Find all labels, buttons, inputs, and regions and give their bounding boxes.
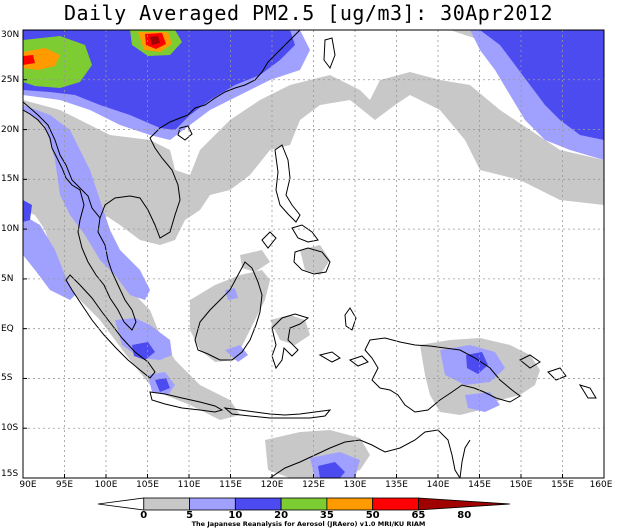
latitude-label: 5N [1, 273, 14, 284]
longitude-label: 135E [385, 480, 408, 490]
colorbar-tick-label: 20 [274, 510, 289, 521]
colorbar-segment [326, 497, 374, 511]
colorbar-tick-label: 35 [319, 510, 334, 521]
latitude-label: EQ [1, 323, 14, 334]
latitude-label: 15N [1, 174, 20, 185]
colorbar-segment [234, 497, 282, 511]
longitude-label: 100E [94, 480, 118, 490]
longitude-label: 110E [177, 480, 201, 490]
coastline [318, 351, 341, 363]
pm25-contour-5-10 [240, 250, 270, 272]
longitude-label: 120E [260, 480, 284, 490]
coastline [578, 384, 597, 399]
pm25-contour-20-35 [155, 378, 170, 392]
coastline [323, 37, 336, 70]
coastline [269, 429, 461, 478]
colorbar-segment [418, 497, 511, 511]
pm25-contour-20-35 [466, 352, 488, 374]
pm25-contour-20-35 [132, 342, 155, 360]
colorbar-tick-label: 10 [228, 510, 243, 521]
coastline [23, 101, 137, 331]
longitude-label: 160E [589, 480, 613, 490]
latitude-label: 20N [1, 124, 20, 135]
longitude-label: 140E [426, 480, 450, 490]
colorbar-segment [97, 497, 145, 511]
pm25-contour-20-35 [23, 200, 32, 222]
longitude-label: 130E [343, 480, 367, 490]
longitude-label: 150E [509, 480, 533, 490]
latitude-label: 5S [1, 373, 13, 384]
longitude-label: 115E [219, 480, 242, 490]
coastline [99, 30, 301, 239]
latitude-label: 15S [1, 469, 19, 479]
latitude-label: 30N [1, 30, 20, 40]
pm25-contour-50-65 [23, 48, 60, 70]
colorbar-tick-label: 80 [457, 510, 472, 521]
coastline [547, 367, 567, 381]
graticule [23, 30, 604, 478]
coastline [291, 224, 319, 243]
longitude-label: 145E [468, 480, 491, 490]
pm25-contour-10-20 [225, 345, 248, 362]
coastline [194, 261, 263, 361]
latitude-label: 10S [1, 423, 19, 434]
coastlines [23, 30, 597, 478]
coastline [223, 407, 332, 419]
coastline [149, 391, 224, 413]
latitude-label: 10N [1, 224, 20, 235]
coastline [177, 125, 193, 141]
coastline [519, 354, 541, 369]
pm25-contour-10-20 [465, 392, 500, 412]
coastline [271, 313, 310, 370]
pm25-contour-65-80 [23, 55, 35, 65]
pm25-contour-20-35 [318, 462, 345, 478]
pm25-contour-10-20 [23, 215, 75, 300]
coastline [348, 355, 369, 367]
colorbar-segment [372, 497, 419, 511]
colorbar-segment [280, 497, 328, 511]
pm25-contour-20-35 [480, 30, 604, 140]
longitude-label: 95E [55, 480, 74, 490]
longitude-label: 105E [136, 480, 159, 490]
pm25-contour-5-10 [190, 270, 270, 362]
coastline [364, 337, 521, 413]
coastline [459, 439, 471, 478]
colorbar-tick-label: 50 [365, 510, 380, 521]
coastline [344, 307, 357, 331]
coastline [293, 247, 331, 275]
pm25-contour-80-plus [150, 36, 160, 45]
coastline [274, 144, 301, 223]
pm25-contour-10-20 [225, 288, 238, 300]
colorbar-tick-label: 5 [186, 510, 194, 521]
colorbar-tick-label: 0 [140, 510, 148, 521]
colorbar-segment [143, 497, 190, 511]
coastline [65, 274, 156, 379]
axis-ticks [22, 29, 605, 479]
longitude-label: 90E [19, 480, 37, 490]
latitude-label: 25N [1, 74, 20, 85]
longitude-label: 155E [551, 480, 574, 490]
pm25-contour-5-10 [23, 72, 604, 420]
map-title: Daily Averaged PM2.5 [ug/m3]: 30Apr2012 [63, 1, 554, 25]
longitude-label: 125E [302, 480, 325, 490]
credit-text: The Japanese Reanalysis for Aerosol (JRA… [191, 520, 426, 528]
colorbar-segment [189, 497, 236, 511]
colorbar-tick-label: 65 [411, 510, 426, 521]
coastline [261, 231, 277, 249]
